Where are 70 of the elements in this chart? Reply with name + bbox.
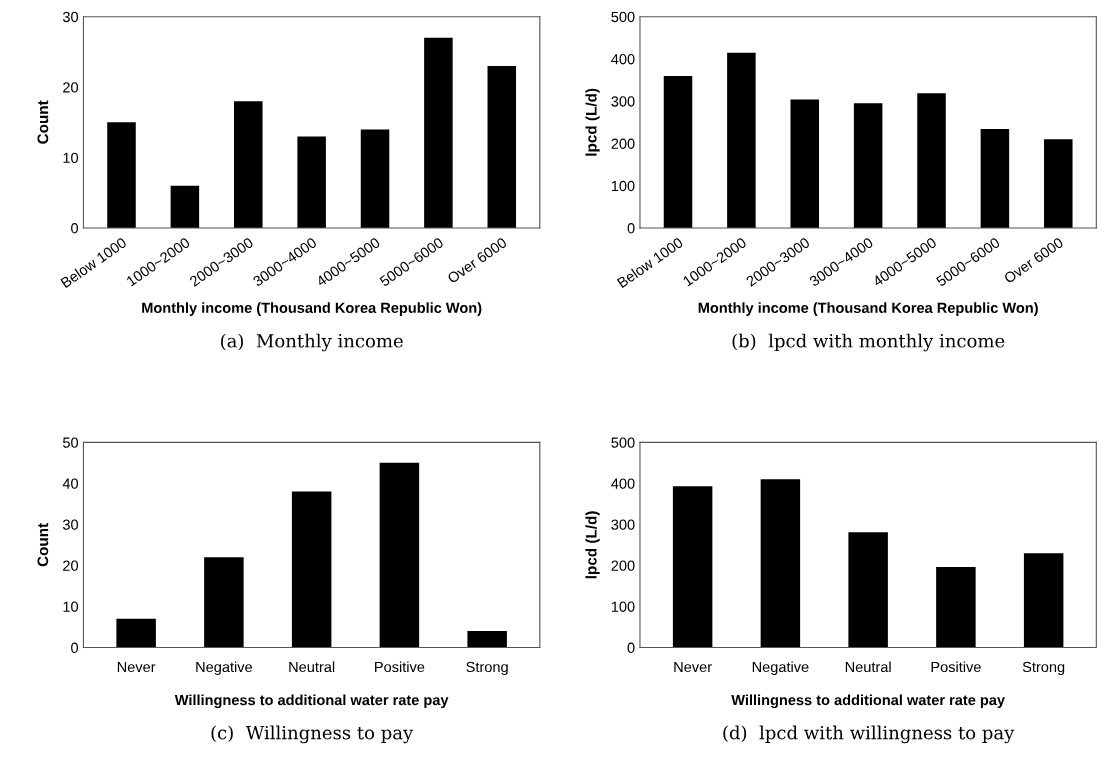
bar — [790, 99, 820, 228]
bar — [848, 532, 888, 648]
bar — [107, 122, 136, 228]
x-axis-title: Monthly income (Thousand Korea Republic Won) — [698, 302, 1038, 316]
y-tick-label: 0 — [71, 223, 79, 234]
bar — [234, 101, 263, 228]
y-tick-label: 400 — [611, 478, 635, 489]
bar — [487, 66, 517, 228]
text: (d) lpcd with willingness to pay — [723, 725, 1015, 744]
bar — [204, 557, 244, 648]
x-tick-label: Negative — [196, 661, 253, 675]
y-tick-label: 0 — [71, 642, 79, 653]
y-tick-label: 30 — [62, 519, 79, 530]
x-tick-label: Positive — [375, 661, 425, 673]
x-tick-label: Strong — [466, 661, 508, 675]
bar — [663, 75, 693, 228]
y-axis-title: Count — [37, 523, 49, 567]
bar — [170, 185, 200, 228]
text: (b) lpcd with monthly income — [732, 333, 1005, 352]
bar — [917, 93, 946, 228]
y-tick-label: 20 — [63, 560, 79, 571]
bar — [1023, 553, 1064, 648]
bar — [291, 491, 332, 648]
x-tick-label: Positive — [931, 661, 981, 673]
bar — [360, 129, 390, 228]
x-tick-label: Neutral — [845, 661, 891, 673]
bar — [116, 618, 156, 648]
x-tick-label: Over 6000 — [1003, 236, 1064, 284]
x-axis-title: Monthly income (Thousand Korea Republic Won) — [142, 302, 482, 316]
y-tick-label: 100 — [611, 601, 635, 612]
y-tick-label: 10 — [63, 152, 79, 163]
text: (a) Monthly income — [221, 333, 403, 352]
y-tick-label: 200 — [611, 138, 635, 149]
y-axis-title: lpcd (L/d) — [585, 511, 600, 579]
x-tick-label: Negative — [752, 661, 809, 675]
y-tick-label: 0 — [627, 223, 635, 234]
y-tick-label: 200 — [611, 560, 635, 571]
y-tick-label: 100 — [611, 180, 635, 192]
y-tick-label: 500 — [611, 11, 635, 23]
bar — [980, 129, 1010, 228]
bar — [379, 462, 420, 648]
y-tick-label: 400 — [611, 54, 635, 65]
x-axis-title: Willingness to additional water rate pay — [174, 694, 449, 709]
bar — [727, 52, 756, 228]
y-tick-label: 30 — [62, 11, 79, 23]
bar — [467, 631, 507, 648]
y-tick-label: 300 — [611, 519, 635, 530]
bar — [936, 567, 976, 648]
bar — [672, 486, 713, 648]
x-tick-label: Strong — [1022, 661, 1065, 675]
x-axis-title: Willingness to additional water rate pay — [731, 694, 1005, 709]
y-axis-title: lpcd (L/d) — [585, 88, 600, 156]
y-axis-title: Count — [37, 100, 49, 144]
x-tick-label: Never — [674, 661, 712, 673]
x-tick-label: Neutral — [289, 661, 335, 673]
y-tick-label: 10 — [63, 601, 79, 612]
y-tick-label: 0 — [627, 642, 635, 653]
bar — [853, 103, 883, 228]
y-tick-label: 500 — [611, 437, 635, 448]
y-tick-label: 40 — [62, 478, 79, 489]
bar — [297, 136, 326, 228]
x-tick-label: Over 6000 — [446, 236, 508, 284]
bar — [1044, 139, 1073, 228]
y-tick-label: 300 — [611, 96, 635, 107]
text: (c) Willingness to pay — [211, 725, 414, 744]
y-tick-label: 20 — [63, 82, 79, 93]
bar — [424, 37, 453, 228]
y-tick-label: 50 — [62, 437, 79, 448]
bar — [760, 479, 801, 648]
x-tick-label: Never — [117, 661, 156, 673]
